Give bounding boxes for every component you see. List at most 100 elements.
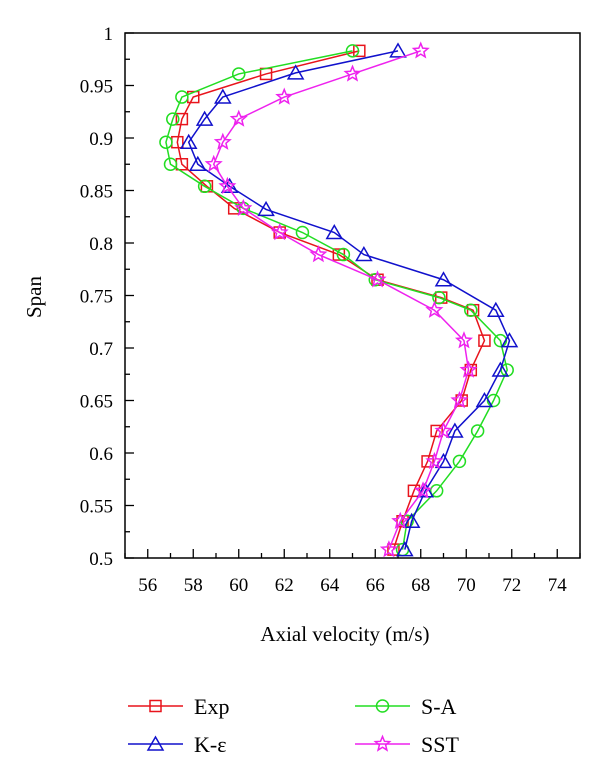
legend-marker xyxy=(375,699,390,713)
data-point xyxy=(430,424,443,438)
x-tick-label: 60 xyxy=(229,575,248,596)
data-point xyxy=(336,247,351,262)
data-point xyxy=(175,90,189,104)
x-axis-title: Axial velocity (m/s) xyxy=(260,622,429,646)
legend-item: Exp xyxy=(128,694,229,719)
data-point xyxy=(486,393,501,408)
legend-item: S-A xyxy=(355,694,457,719)
data-point xyxy=(446,422,464,438)
x-tick-label: 58 xyxy=(184,575,203,596)
data-point xyxy=(493,333,508,348)
data-point xyxy=(355,246,373,262)
y-tick-label: 1 xyxy=(104,24,114,45)
y-tick-label: 0.5 xyxy=(89,549,113,570)
data-point xyxy=(470,424,485,438)
data-point xyxy=(459,360,478,378)
legend-marker xyxy=(149,699,162,713)
data-point xyxy=(175,112,189,126)
series-line xyxy=(187,50,511,550)
data-point xyxy=(275,87,294,105)
x-tick-label: 62 xyxy=(275,575,294,596)
series-line xyxy=(165,50,508,550)
data-point xyxy=(234,198,253,217)
data-point xyxy=(425,451,444,470)
legend-label: S-A xyxy=(421,694,457,719)
data-point xyxy=(229,109,248,127)
data-point xyxy=(425,300,444,318)
data-point xyxy=(429,484,444,498)
data-point xyxy=(163,157,178,171)
data-point xyxy=(325,223,344,240)
x-tick-label: 74 xyxy=(548,575,568,596)
data-point xyxy=(197,179,212,194)
x-tick-label: 68 xyxy=(411,575,430,596)
data-point xyxy=(218,176,237,195)
data-point xyxy=(295,225,310,240)
y-tick-label: 0.95 xyxy=(80,77,113,98)
legend-item: SST xyxy=(355,732,459,757)
data-point xyxy=(413,481,433,499)
y-tick-label: 0.7 xyxy=(89,339,113,360)
data-point xyxy=(213,132,232,150)
data-point xyxy=(257,200,275,217)
data-point xyxy=(452,454,467,469)
data-point xyxy=(204,154,223,172)
y-axis-title: Span xyxy=(22,276,46,319)
data-point xyxy=(450,390,469,409)
x-tick-label: 72 xyxy=(502,575,521,596)
data-point xyxy=(368,270,387,288)
data-point xyxy=(487,301,505,317)
y-tick-label: 0.6 xyxy=(89,444,113,465)
y-tick-label: 0.75 xyxy=(80,287,113,308)
x-tick-label: 66 xyxy=(366,575,385,596)
series-line xyxy=(212,50,470,550)
plot-frame xyxy=(124,32,581,559)
data-point xyxy=(379,540,398,558)
legend-label: K-ε xyxy=(194,732,226,757)
series-square xyxy=(171,44,491,556)
data-point xyxy=(411,41,430,59)
data-point xyxy=(214,88,232,104)
y-tick-label: 0.85 xyxy=(80,182,113,203)
data-point xyxy=(286,64,305,80)
data-point xyxy=(166,112,180,126)
data-point xyxy=(475,391,494,408)
plot-series xyxy=(159,41,519,558)
data-point xyxy=(270,222,289,241)
legend-marker xyxy=(373,734,392,752)
data-point xyxy=(500,332,519,348)
data-point xyxy=(478,334,491,347)
data-point xyxy=(396,541,414,557)
y-tick-label: 0.9 xyxy=(89,129,113,150)
data-point xyxy=(232,67,246,81)
data-point xyxy=(402,512,421,528)
x-tick-label: 64 xyxy=(320,575,340,596)
x-tick-label: 70 xyxy=(457,575,476,596)
series-star xyxy=(204,41,478,558)
data-point xyxy=(434,421,453,439)
legend: Exp S-A K-ε SST xyxy=(128,694,459,757)
data-point xyxy=(353,44,366,58)
x-tick-label: 56 xyxy=(138,575,157,596)
data-point xyxy=(421,455,434,468)
legend-label: SST xyxy=(421,732,459,757)
data-point xyxy=(343,64,362,82)
series-triangle xyxy=(179,42,519,557)
data-point xyxy=(432,290,446,305)
data-point xyxy=(391,511,410,529)
data-point xyxy=(389,42,407,58)
series-circle xyxy=(159,44,514,557)
data-point xyxy=(464,303,478,317)
data-point xyxy=(189,155,207,171)
y-tick-label: 0.8 xyxy=(89,234,113,255)
data-point xyxy=(179,133,198,149)
legend-label: Exp xyxy=(194,694,229,719)
data-point xyxy=(454,331,474,349)
data-point xyxy=(345,44,360,58)
series-line xyxy=(176,50,486,550)
data-point xyxy=(195,110,214,126)
data-point xyxy=(309,245,328,263)
data-point xyxy=(491,361,510,377)
data-point xyxy=(434,271,453,287)
